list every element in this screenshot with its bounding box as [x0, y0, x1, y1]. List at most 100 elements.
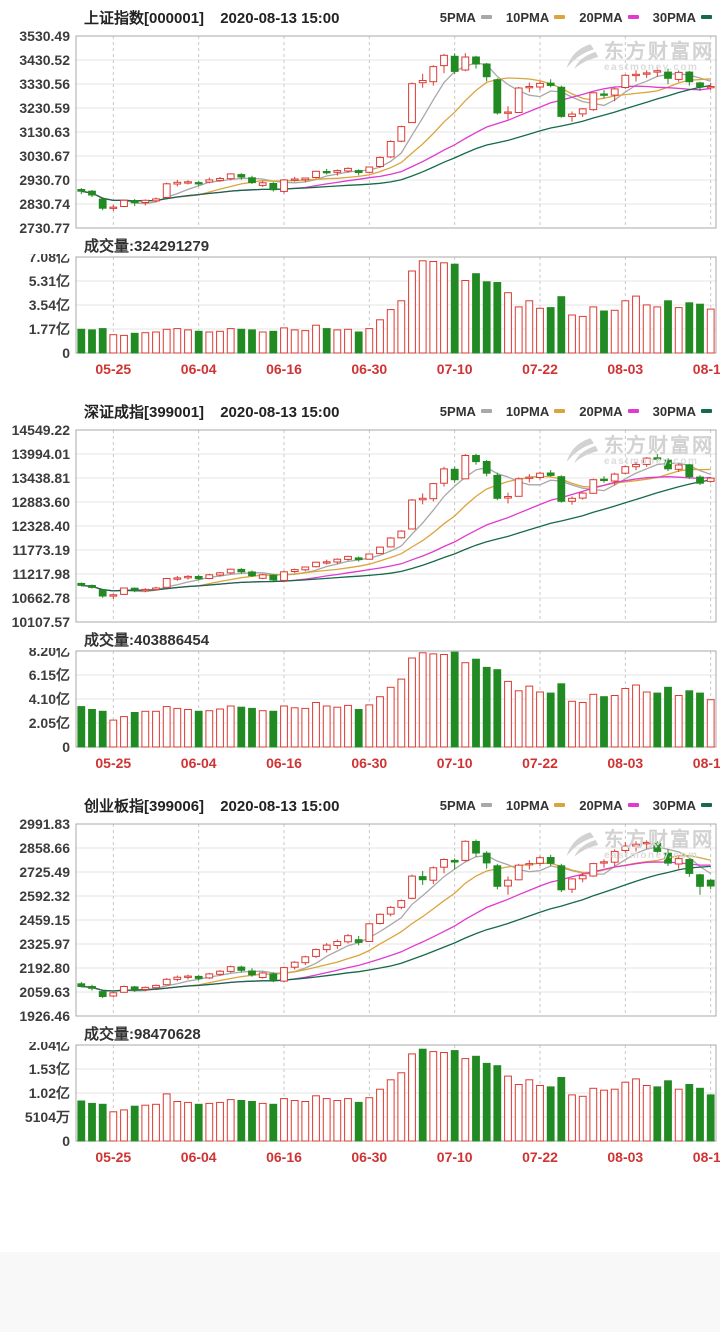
- svg-text:2830.74: 2830.74: [19, 196, 70, 212]
- legend-color-chip: [480, 15, 492, 19]
- candle-svg-2: 2991.83 2858.66 2725.49 2592.32 2459.15 2325.…: [19, 816, 717, 1022]
- svg-text:08-13: 08-13: [693, 755, 720, 771]
- panel-header: 上证指数[000001] 2020-08-13 15:00 5PMA 10PMA…: [0, 6, 720, 28]
- svg-text:3430.52: 3430.52: [19, 52, 70, 68]
- legend-label: 30PMA: [652, 797, 696, 813]
- legend-item-20pma: 20PMA: [579, 797, 639, 813]
- legend-color-chip: [554, 409, 566, 413]
- svg-text:07-22: 07-22: [522, 755, 558, 771]
- legend-label: 10PMA: [505, 9, 550, 25]
- volume-svg-1: 8.20亿 6.15亿 4.10亿 2.05亿 0: [29, 648, 717, 752]
- volume-title-text: 成交量:98470628: [84, 1026, 201, 1043]
- quote-datetime: 2020-08-13 15:00: [220, 797, 340, 815]
- legend-label: 20PMA: [579, 797, 623, 813]
- svg-text:0: 0: [62, 1133, 70, 1146]
- svg-text:06-04: 06-04: [181, 361, 217, 377]
- volume-svg-0: 7.08亿 5.31亿 3.54亿 1.77亿 0: [29, 254, 717, 358]
- ma-legend: 5PMA 10PMA 20PMA 30PMA: [440, 798, 712, 813]
- svg-text:3230.59: 3230.59: [19, 100, 70, 116]
- svg-text:05-25: 05-25: [95, 755, 131, 771]
- legend-label: 10PMA: [505, 403, 550, 419]
- volume-title-text: 成交量:324291279: [84, 238, 210, 255]
- index-chart-panel-chinext: 创业板指[399006] 2020-08-13 15:00 5PMA 10PMA…: [0, 788, 720, 1168]
- svg-text:11217.98: 11217.98: [12, 566, 70, 582]
- volume-title-text: 成交量:403886454: [84, 632, 210, 649]
- svg-text:6.15亿: 6.15亿: [29, 667, 70, 683]
- candle-svg-1: 14549.22 13994.01 13438.81 12883.60 12328.40…: [12, 422, 717, 628]
- svg-text:1.77亿: 1.77亿: [29, 321, 70, 337]
- panel-header: 创业板指[399006] 2020-08-13 15:00 5PMA 10PMA…: [0, 794, 720, 816]
- panel-title: 创业板指[399006] 2020-08-13 15:00: [84, 795, 339, 816]
- svg-text:3530.49: 3530.49: [19, 28, 70, 44]
- index-name-code: 上证指数[000001]: [84, 9, 205, 27]
- svg-text:06-16: 06-16: [266, 361, 302, 377]
- legend-item-30pma: 30PMA: [653, 10, 712, 25]
- svg-text:3030.67: 3030.67: [19, 148, 70, 164]
- legend-item-20pma: 20PMA: [579, 404, 639, 419]
- svg-text:10107.57: 10107.57: [12, 614, 71, 628]
- svg-text:2930.70: 2930.70: [19, 172, 70, 188]
- index-name-code: 创业板指[399006]: [84, 797, 205, 815]
- svg-text:06-30: 06-30: [351, 755, 387, 771]
- svg-text:06-04: 06-04: [181, 755, 217, 771]
- xaxis-svg-2: 05-25 06-04 06-16 06-30 07-10 07-22 08-03 08-13: [95, 1149, 720, 1165]
- svg-text:0: 0: [62, 739, 70, 752]
- svg-text:2.05亿: 2.05亿: [29, 715, 70, 731]
- svg-text:08-03: 08-03: [607, 1149, 643, 1165]
- legend-label: 20PMA: [579, 9, 623, 25]
- svg-text:2192.80: 2192.80: [19, 960, 70, 976]
- candlestick-chart: 2991.83 2858.66 2725.49 2592.32 2459.15 2325.…: [0, 816, 720, 1022]
- legend-item-10pma: 10PMA: [505, 403, 566, 419]
- ma-legend: 5PMA 10PMA 20PMA 30PMA: [440, 404, 712, 419]
- legend-item-5pma: 5PMA: [440, 404, 492, 419]
- svg-text:2.04亿: 2.04亿: [29, 1042, 70, 1053]
- volume-svg-2: 2.04亿 1.53亿 1.02亿 5104万 0: [25, 1042, 717, 1146]
- svg-text:8.20亿: 8.20亿: [29, 648, 70, 659]
- svg-text:05-25: 05-25: [95, 361, 131, 377]
- svg-text:06-04: 06-04: [181, 1149, 217, 1165]
- legend-item-10pma: 10PMA: [505, 797, 566, 813]
- legend-item-10pma: 10PMA: [505, 9, 566, 25]
- svg-text:5104万: 5104万: [25, 1109, 70, 1125]
- svg-text:12328.40: 12328.40: [12, 518, 71, 534]
- svg-text:07-10: 07-10: [437, 1149, 473, 1165]
- svg-text:4.10亿: 4.10亿: [29, 691, 70, 707]
- svg-text:13438.81: 13438.81: [12, 470, 71, 486]
- volume-title: 成交量:403886454: [84, 629, 720, 649]
- index-chart-panel-sse: 上证指数[000001] 2020-08-13 15:00 5PMA 10PMA…: [0, 0, 720, 380]
- legend-item-20pma: 20PMA: [579, 9, 639, 25]
- legend-item-30pma: 30PMA: [653, 404, 712, 419]
- legend-label: 30PMA: [652, 403, 696, 419]
- svg-text:2730.77: 2730.77: [19, 220, 70, 234]
- svg-text:2725.49: 2725.49: [19, 864, 70, 880]
- volume-title: 成交量:324291279: [84, 235, 720, 255]
- svg-text:06-16: 06-16: [266, 1149, 302, 1165]
- svg-text:08-03: 08-03: [607, 361, 643, 377]
- legend-label: 30PMA: [652, 9, 696, 25]
- svg-text:07-10: 07-10: [437, 361, 473, 377]
- svg-text:12883.60: 12883.60: [12, 494, 71, 510]
- svg-text:0: 0: [62, 345, 70, 358]
- svg-text:06-30: 06-30: [351, 361, 387, 377]
- legend-color-chip: [480, 803, 492, 807]
- quote-datetime: 2020-08-13 15:00: [220, 403, 340, 421]
- svg-text:2592.32: 2592.32: [19, 888, 70, 904]
- legend-color-chip: [701, 803, 712, 807]
- index-name-code: 深证成指[399001]: [84, 403, 205, 421]
- xaxis-svg-1: 05-25 06-04 06-16 06-30 07-10 07-22 08-03 08-13: [95, 755, 720, 771]
- legend-item-30pma: 30PMA: [653, 798, 712, 813]
- svg-text:5.31亿: 5.31亿: [29, 273, 70, 289]
- legend-color-chip: [480, 409, 492, 413]
- quote-datetime: 2020-08-13 15:00: [220, 9, 340, 27]
- footer-band: [0, 1252, 720, 1332]
- volume-title: 成交量:98470628: [84, 1023, 720, 1043]
- svg-text:2991.83: 2991.83: [19, 816, 70, 832]
- legend-label: 5PMA: [439, 797, 476, 813]
- svg-text:05-25: 05-25: [95, 1149, 131, 1165]
- legend-color-chip: [627, 803, 639, 807]
- svg-text:3330.56: 3330.56: [19, 76, 70, 92]
- legend-label: 10PMA: [505, 797, 550, 813]
- legend-color-chip: [554, 15, 566, 19]
- svg-text:07-10: 07-10: [437, 755, 473, 771]
- svg-text:2858.66: 2858.66: [19, 840, 70, 856]
